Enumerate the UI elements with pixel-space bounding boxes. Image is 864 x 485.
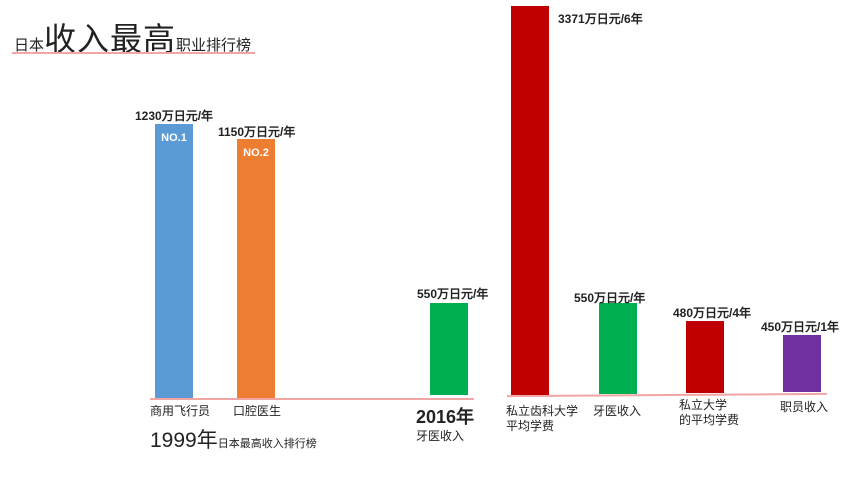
bar-pilot: NO.1 <box>155 124 193 398</box>
rank-badge: NO.2 <box>243 147 269 159</box>
group-year: 2016年 <box>416 407 475 427</box>
bar-value-label: 550万日元/年 <box>417 287 489 301</box>
bar-value-label: 450万日元/1年 <box>761 320 840 334</box>
rank-badge: NO.1 <box>161 132 187 144</box>
baseline-left <box>150 398 474 400</box>
category-label: 牙医收入 <box>593 404 642 418</box>
group-caption-2016: 2016年 牙医收入 <box>416 403 474 444</box>
bar-value-label: 550万日元/年 <box>574 291 646 305</box>
bar-value-label: 480万日元/4年 <box>673 306 752 320</box>
title-prefix: 日本 <box>14 36 45 54</box>
category-label: 私立齿科大学 平均学费 <box>506 404 578 434</box>
bar-dental-school-tuition <box>511 6 549 395</box>
bar-dentist-2016 <box>430 303 468 395</box>
bar-value-label: 3371万日元/6年 <box>558 12 643 26</box>
group-caption-1999: 1999年日本最高收入排行榜 <box>150 424 317 454</box>
category-line-1: 私立大学 <box>679 398 728 412</box>
bar-employee-income <box>783 335 821 392</box>
category-label: 商用飞行员 <box>150 404 211 418</box>
baseline-right <box>506 392 828 398</box>
bar-value-label: 1230万日元/年 <box>135 109 214 123</box>
group-year: 1999年 <box>150 429 218 452</box>
bar-university-tuition <box>686 321 724 393</box>
bar-value-label: 1150万日元/年 <box>218 125 296 139</box>
title-underline <box>12 52 255 54</box>
title-main: 收入最高 <box>44 20 177 58</box>
bar-dentist-income <box>599 303 637 394</box>
bar-dentist: NO.2 <box>237 139 275 398</box>
category-label: 口腔医生 <box>233 404 282 418</box>
category-line-1: 私立齿科大学 <box>506 404 579 418</box>
category-label: 职员收入 <box>780 400 829 414</box>
chart-title: 日本收入最高职业排行榜 <box>14 14 251 60</box>
category-line-2: 的平均学费 <box>679 413 740 427</box>
category-line-2: 平均学费 <box>506 419 555 433</box>
group-caption: 牙医收入 <box>416 429 465 443</box>
category-label: 私立大学 的平均学费 <box>679 398 739 428</box>
title-suffix: 职业排行榜 <box>176 36 252 54</box>
group-caption: 日本最高收入排行榜 <box>217 437 317 450</box>
